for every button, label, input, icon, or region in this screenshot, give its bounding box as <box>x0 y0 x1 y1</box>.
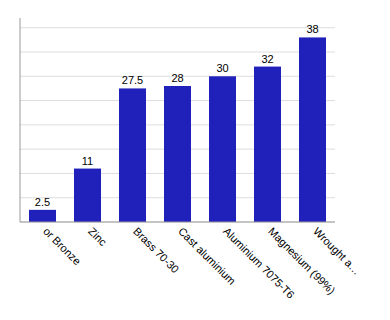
bar <box>74 169 101 222</box>
x-tick-label: Zinc <box>86 225 110 249</box>
bar <box>29 210 56 222</box>
chart-container: 2.5 11 27.5 28 30 32 38 or BronzeZinc Brass 70-3… <box>0 0 390 320</box>
bar <box>164 86 191 222</box>
data-label: 38 <box>306 23 318 35</box>
bar <box>254 67 281 222</box>
grid-line <box>20 222 335 223</box>
x-tick-label: Brass 70-30 <box>131 225 181 275</box>
data-label: 28 <box>171 72 183 84</box>
grid-line <box>20 52 335 53</box>
y-axis-line <box>20 18 21 222</box>
x-axis-line <box>20 222 335 223</box>
chart: 2.5 11 27.5 28 30 32 38 or BronzeZinc Brass 70-3… <box>0 0 390 320</box>
grid-line <box>20 27 335 28</box>
x-tick-label: Wrought a… <box>311 225 363 277</box>
bars <box>29 37 326 222</box>
data-label: 27.5 <box>122 74 143 86</box>
data-label: 32 <box>261 53 273 65</box>
data-label: 11 <box>82 155 93 167</box>
bar <box>299 37 326 222</box>
bar <box>119 88 146 222</box>
bar <box>209 76 236 222</box>
data-label: 30 <box>216 62 228 74</box>
x-tick-label: or Bronze <box>41 225 83 267</box>
data-label: 2.5 <box>35 196 50 208</box>
